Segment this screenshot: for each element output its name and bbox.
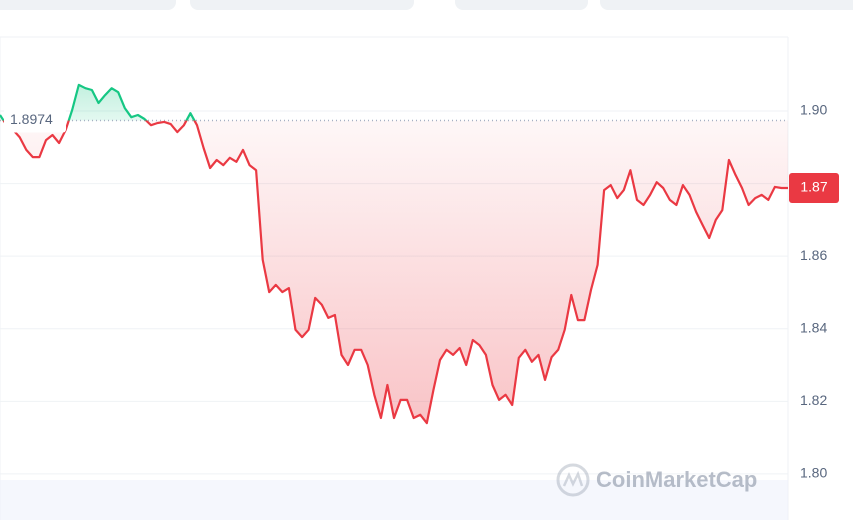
watermark: CoinMarketCap: [596, 467, 757, 492]
price-tag: [789, 172, 839, 203]
watermark-logo: [556, 463, 590, 497]
y-tick-label: 1.80: [800, 465, 827, 481]
y-tick-label: 1.90: [800, 102, 827, 118]
y-tick-label: 1.86: [800, 247, 827, 263]
y-tick-label: 1.82: [800, 392, 827, 408]
tab[interactable]: [190, 0, 414, 10]
tab[interactable]: [600, 0, 853, 10]
price-tag-label: 1.87: [800, 179, 827, 195]
tab[interactable]: [0, 0, 176, 10]
y-tick-label: 1.84: [800, 319, 827, 335]
area: [0, 84, 788, 424]
volume-area: [0, 480, 788, 520]
logo-mark: [562, 470, 584, 487]
reference-label-box: [4, 108, 66, 133]
reference-label: 1.8974: [10, 111, 53, 127]
logo-circle: [556, 463, 590, 497]
tab[interactable]: [455, 0, 588, 10]
price-line: [0, 83, 788, 425]
top-tabs: [0, 0, 853, 10]
